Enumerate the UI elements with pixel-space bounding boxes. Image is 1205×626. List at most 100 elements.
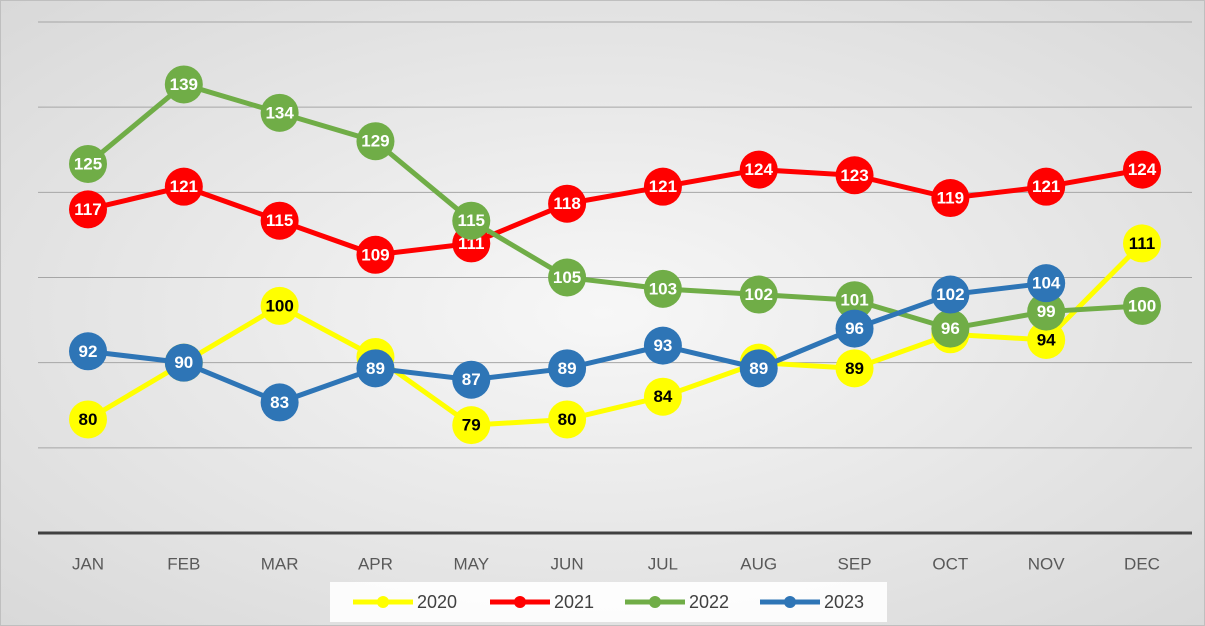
marker bbox=[164, 343, 203, 382]
marker bbox=[356, 349, 395, 388]
marker bbox=[739, 150, 778, 189]
marker bbox=[69, 400, 107, 439]
data-label: 125 bbox=[74, 154, 102, 173]
legend-marker bbox=[649, 596, 661, 608]
data-label: 121 bbox=[649, 177, 677, 196]
data-label: 134 bbox=[265, 103, 294, 122]
data-label: 124 bbox=[745, 160, 774, 179]
marker bbox=[548, 258, 587, 297]
marker bbox=[260, 93, 299, 132]
marker bbox=[643, 377, 682, 416]
marker bbox=[835, 156, 874, 195]
data-label: 139 bbox=[170, 75, 198, 94]
marker bbox=[931, 179, 970, 218]
x-tick-label: JUL bbox=[648, 554, 678, 573]
x-tick-label: JUN bbox=[551, 554, 584, 573]
data-label: 87 bbox=[462, 370, 481, 389]
marker bbox=[164, 65, 203, 104]
marker bbox=[835, 349, 874, 388]
marker bbox=[452, 201, 491, 240]
marker bbox=[835, 281, 874, 320]
marker bbox=[452, 360, 491, 399]
data-label: 129 bbox=[361, 132, 389, 151]
marker bbox=[1027, 264, 1066, 303]
marker bbox=[1027, 167, 1066, 206]
marker bbox=[356, 235, 395, 274]
data-label: 119 bbox=[937, 188, 964, 207]
marker bbox=[835, 309, 874, 348]
legend-marker bbox=[377, 596, 389, 608]
x-tick-label: FEB bbox=[167, 554, 200, 573]
data-label: 121 bbox=[1032, 177, 1060, 196]
data-label: 80 bbox=[558, 410, 577, 429]
x-tick-label: MAR bbox=[261, 554, 299, 573]
marker bbox=[643, 326, 682, 365]
data-label: 89 bbox=[366, 359, 385, 378]
data-label: 94 bbox=[1037, 330, 1056, 349]
data-label: 89 bbox=[558, 359, 577, 378]
x-tick-label: OCT bbox=[932, 554, 968, 573]
marker bbox=[1123, 224, 1161, 263]
data-label: 124 bbox=[1128, 160, 1157, 179]
marker bbox=[1027, 320, 1066, 359]
marker bbox=[739, 275, 778, 314]
data-label: 104 bbox=[1032, 274, 1061, 293]
data-label: 117 bbox=[74, 200, 101, 219]
marker bbox=[452, 406, 491, 445]
data-label: 83 bbox=[270, 393, 289, 412]
x-tick-label: AUG bbox=[740, 554, 777, 573]
data-label: 79 bbox=[462, 416, 481, 435]
legend-label: 2021 bbox=[554, 592, 594, 612]
x-tick-label: SEP bbox=[838, 554, 872, 573]
marker bbox=[643, 167, 682, 206]
marker bbox=[260, 286, 299, 325]
marker bbox=[1027, 292, 1066, 331]
data-label: 111 bbox=[1129, 234, 1156, 253]
data-label: 100 bbox=[1128, 296, 1156, 315]
marker bbox=[356, 122, 395, 161]
data-label: 121 bbox=[170, 177, 198, 196]
marker bbox=[931, 309, 970, 348]
legend-label: 2023 bbox=[824, 592, 864, 612]
marker bbox=[1123, 286, 1161, 325]
data-label: 96 bbox=[941, 319, 960, 338]
marker bbox=[739, 349, 778, 388]
data-label: 101 bbox=[840, 291, 868, 310]
data-label: 84 bbox=[653, 387, 672, 406]
legend-marker bbox=[514, 596, 526, 608]
marker bbox=[931, 275, 970, 314]
data-label: 115 bbox=[266, 211, 293, 230]
x-tick-label: APR bbox=[358, 554, 393, 573]
data-label: 90 bbox=[174, 353, 193, 372]
data-label: 96 bbox=[845, 319, 864, 338]
x-tick-label: NOV bbox=[1028, 554, 1066, 573]
marker bbox=[548, 349, 587, 388]
data-label: 80 bbox=[79, 410, 98, 429]
data-label: 89 bbox=[749, 359, 768, 378]
marker bbox=[69, 190, 107, 229]
data-label: 103 bbox=[649, 279, 677, 298]
data-label: 118 bbox=[553, 194, 580, 213]
marker bbox=[260, 383, 299, 422]
marker bbox=[643, 269, 682, 308]
data-label: 105 bbox=[553, 268, 581, 287]
marker bbox=[69, 332, 107, 371]
marker bbox=[69, 144, 107, 183]
marker bbox=[164, 167, 203, 206]
data-label: 100 bbox=[265, 296, 293, 315]
marker bbox=[548, 184, 587, 223]
data-label: 111 bbox=[458, 234, 485, 253]
x-tick-label: MAY bbox=[453, 554, 489, 573]
data-label: 109 bbox=[361, 245, 389, 264]
legend-marker bbox=[784, 596, 796, 608]
x-tick-label: JAN bbox=[72, 554, 104, 573]
data-label: 93 bbox=[653, 336, 672, 355]
marker bbox=[260, 201, 299, 240]
legend-label: 2020 bbox=[417, 592, 457, 612]
data-label: 99 bbox=[1037, 302, 1056, 321]
data-label: 123 bbox=[840, 166, 868, 185]
data-label: 92 bbox=[79, 342, 98, 361]
data-label: 89 bbox=[845, 359, 864, 378]
